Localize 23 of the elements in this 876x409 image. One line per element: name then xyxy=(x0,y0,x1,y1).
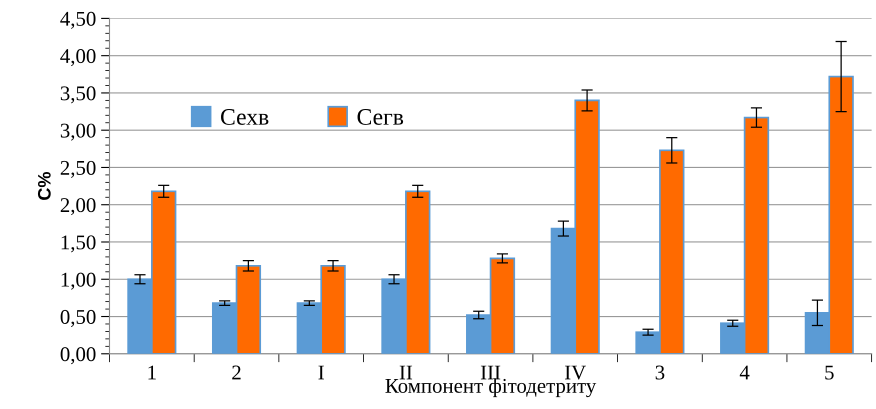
x-tick-label: 2 xyxy=(232,366,241,380)
x-tick-label: 1 xyxy=(148,366,156,380)
x-tick-label: I xyxy=(318,366,324,380)
y-tick-label: 2,00 xyxy=(60,198,96,216)
x-tick-label: 3 xyxy=(656,366,664,380)
legend-label: Сехв xyxy=(221,109,268,125)
y-axis-title: C% xyxy=(38,172,51,200)
x-tick-label: II xyxy=(400,366,412,380)
x-tick-label: III xyxy=(480,366,500,380)
x-tick-label: 4 xyxy=(740,366,750,380)
y-tick-label: 0,00 xyxy=(60,347,96,364)
y-tick-label: 2,50 xyxy=(60,160,96,178)
y-tick-label: 4,50 xyxy=(60,12,96,29)
y-tick-label: 1,00 xyxy=(62,272,96,290)
y-tick-label: 0,50 xyxy=(60,310,96,327)
x-axis-title: Компонент фітодетриту xyxy=(385,378,596,398)
x-tick-label: IV xyxy=(565,366,586,380)
y-tick-label: 1,50 xyxy=(62,235,96,252)
y-tick-label: 3,50 xyxy=(60,86,96,104)
y-tick-label: 3,00 xyxy=(60,124,96,141)
legend-label: Сегв xyxy=(358,109,404,125)
y-tick-label: 4,00 xyxy=(60,49,96,66)
x-tick-label: 5 xyxy=(825,366,834,380)
